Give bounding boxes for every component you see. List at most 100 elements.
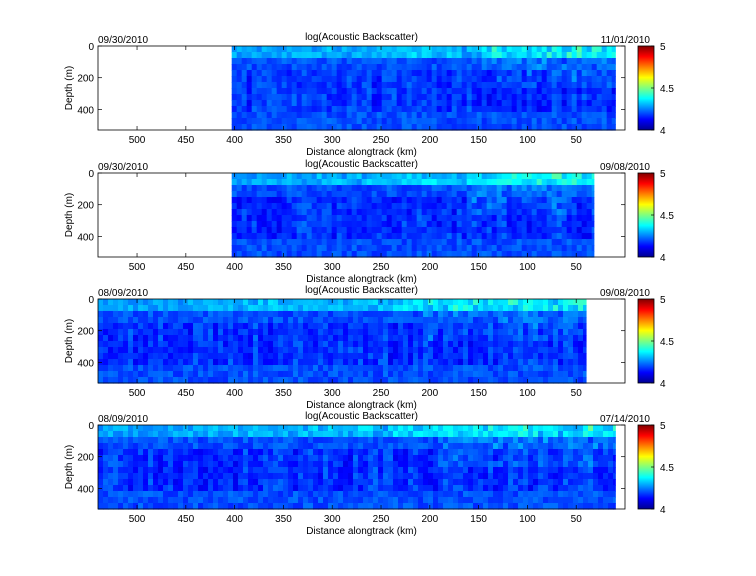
backscatter-cell — [163, 317, 169, 324]
backscatter-cell — [376, 58, 383, 65]
backscatter-cell — [241, 124, 248, 131]
backscatter-cell — [271, 94, 278, 101]
backscatter-cell — [313, 377, 319, 384]
backscatter-cell — [103, 455, 109, 462]
backscatter-cell — [321, 94, 328, 101]
backscatter-cell — [381, 179, 388, 186]
backscatter-cell — [493, 443, 499, 450]
backscatter-cell — [583, 311, 587, 318]
backscatter-cell — [541, 215, 548, 222]
backscatter-cell — [331, 227, 338, 234]
backscatter-cell — [153, 323, 159, 330]
backscatter-cell — [438, 479, 444, 486]
backscatter-cell — [271, 185, 278, 192]
backscatter-cell — [408, 497, 414, 504]
backscatter-cell — [133, 467, 139, 474]
backscatter-cell — [581, 124, 588, 131]
backscatter-cell — [533, 479, 539, 486]
backscatter-cell — [203, 503, 209, 510]
backscatter-cell — [243, 371, 249, 378]
backscatter-cell — [496, 251, 503, 258]
backscatter-cell — [513, 431, 519, 438]
backscatter-cell — [98, 371, 104, 378]
backscatter-cell — [128, 455, 134, 462]
backscatter-cell — [248, 323, 254, 330]
backscatter-cell — [383, 425, 389, 432]
backscatter-cell — [356, 118, 363, 125]
backscatter-cell — [448, 377, 454, 384]
backscatter-cell — [591, 179, 595, 186]
backscatter-cell — [566, 209, 573, 216]
backscatter-cell — [376, 245, 383, 252]
backscatter-cell — [483, 311, 489, 318]
backscatter-cell — [543, 359, 549, 366]
backscatter-cell — [428, 347, 434, 354]
backscatter-cell — [351, 191, 358, 198]
backscatter-cell — [486, 191, 493, 198]
backscatter-cell — [351, 215, 358, 222]
backscatter-cell — [376, 76, 383, 83]
backscatter-cell — [128, 371, 134, 378]
backscatter-cell — [508, 473, 514, 480]
backscatter-cell — [413, 353, 419, 360]
backscatter-cell — [533, 461, 539, 468]
backscatter-cell — [548, 341, 554, 348]
backscatter-cell — [203, 377, 209, 384]
backscatter-cell — [268, 335, 274, 342]
backscatter-cell — [248, 503, 254, 510]
backscatter-cell — [266, 245, 273, 252]
backscatter-cell — [208, 503, 214, 510]
backscatter-cell — [493, 497, 499, 504]
backscatter-cell — [428, 467, 434, 474]
backscatter-cell — [386, 203, 393, 210]
backscatter-cell — [288, 341, 294, 348]
backscatter-cell — [541, 233, 548, 240]
backscatter-cell — [371, 100, 378, 107]
backscatter-cell — [513, 449, 519, 456]
backscatter-cell — [203, 467, 209, 474]
backscatter-cell — [533, 491, 539, 498]
backscatter-cell — [303, 485, 309, 492]
backscatter-cell — [396, 106, 403, 113]
backscatter-cell — [208, 317, 214, 324]
backscatter-cell — [438, 311, 444, 318]
backscatter-cell — [308, 449, 314, 456]
backscatter-cell — [541, 203, 548, 210]
backscatter-cell — [431, 106, 438, 113]
backscatter-cell — [563, 425, 569, 432]
backscatter-cell — [571, 185, 578, 192]
backscatter-cell — [378, 485, 384, 492]
backscatter-cell — [471, 70, 478, 77]
backscatter-cell — [108, 425, 114, 432]
backscatter-cell — [118, 305, 124, 312]
backscatter-cell — [591, 191, 595, 198]
backscatter-cell — [308, 437, 314, 444]
backscatter-cell — [511, 251, 518, 258]
backscatter-cell — [218, 461, 224, 468]
backscatter-cell — [433, 443, 439, 450]
backscatter-cell — [561, 197, 568, 204]
backscatter-cell — [476, 88, 483, 95]
backscatter-cell — [426, 106, 433, 113]
backscatter-cell — [373, 323, 379, 330]
backscatter-cell — [396, 58, 403, 65]
backscatter-cell — [366, 58, 373, 65]
backscatter-cell — [553, 377, 559, 384]
backscatter-cell — [431, 118, 438, 125]
backscatter-cell — [558, 461, 564, 468]
backscatter-cell — [548, 437, 554, 444]
backscatter-cell — [321, 203, 328, 210]
backscatter-cell — [268, 371, 274, 378]
backscatter-cell — [561, 179, 568, 186]
backscatter-cell — [546, 173, 553, 180]
backscatter-cell — [256, 124, 263, 131]
backscatter-cell — [396, 70, 403, 77]
backscatter-cell — [558, 359, 564, 366]
backscatter-cell — [483, 353, 489, 360]
backscatter-cell — [461, 58, 468, 65]
backscatter-cell — [571, 106, 578, 113]
backscatter-cell — [256, 203, 263, 210]
backscatter-cell — [566, 58, 573, 65]
backscatter-cell — [158, 503, 164, 510]
backscatter-cell — [446, 185, 453, 192]
